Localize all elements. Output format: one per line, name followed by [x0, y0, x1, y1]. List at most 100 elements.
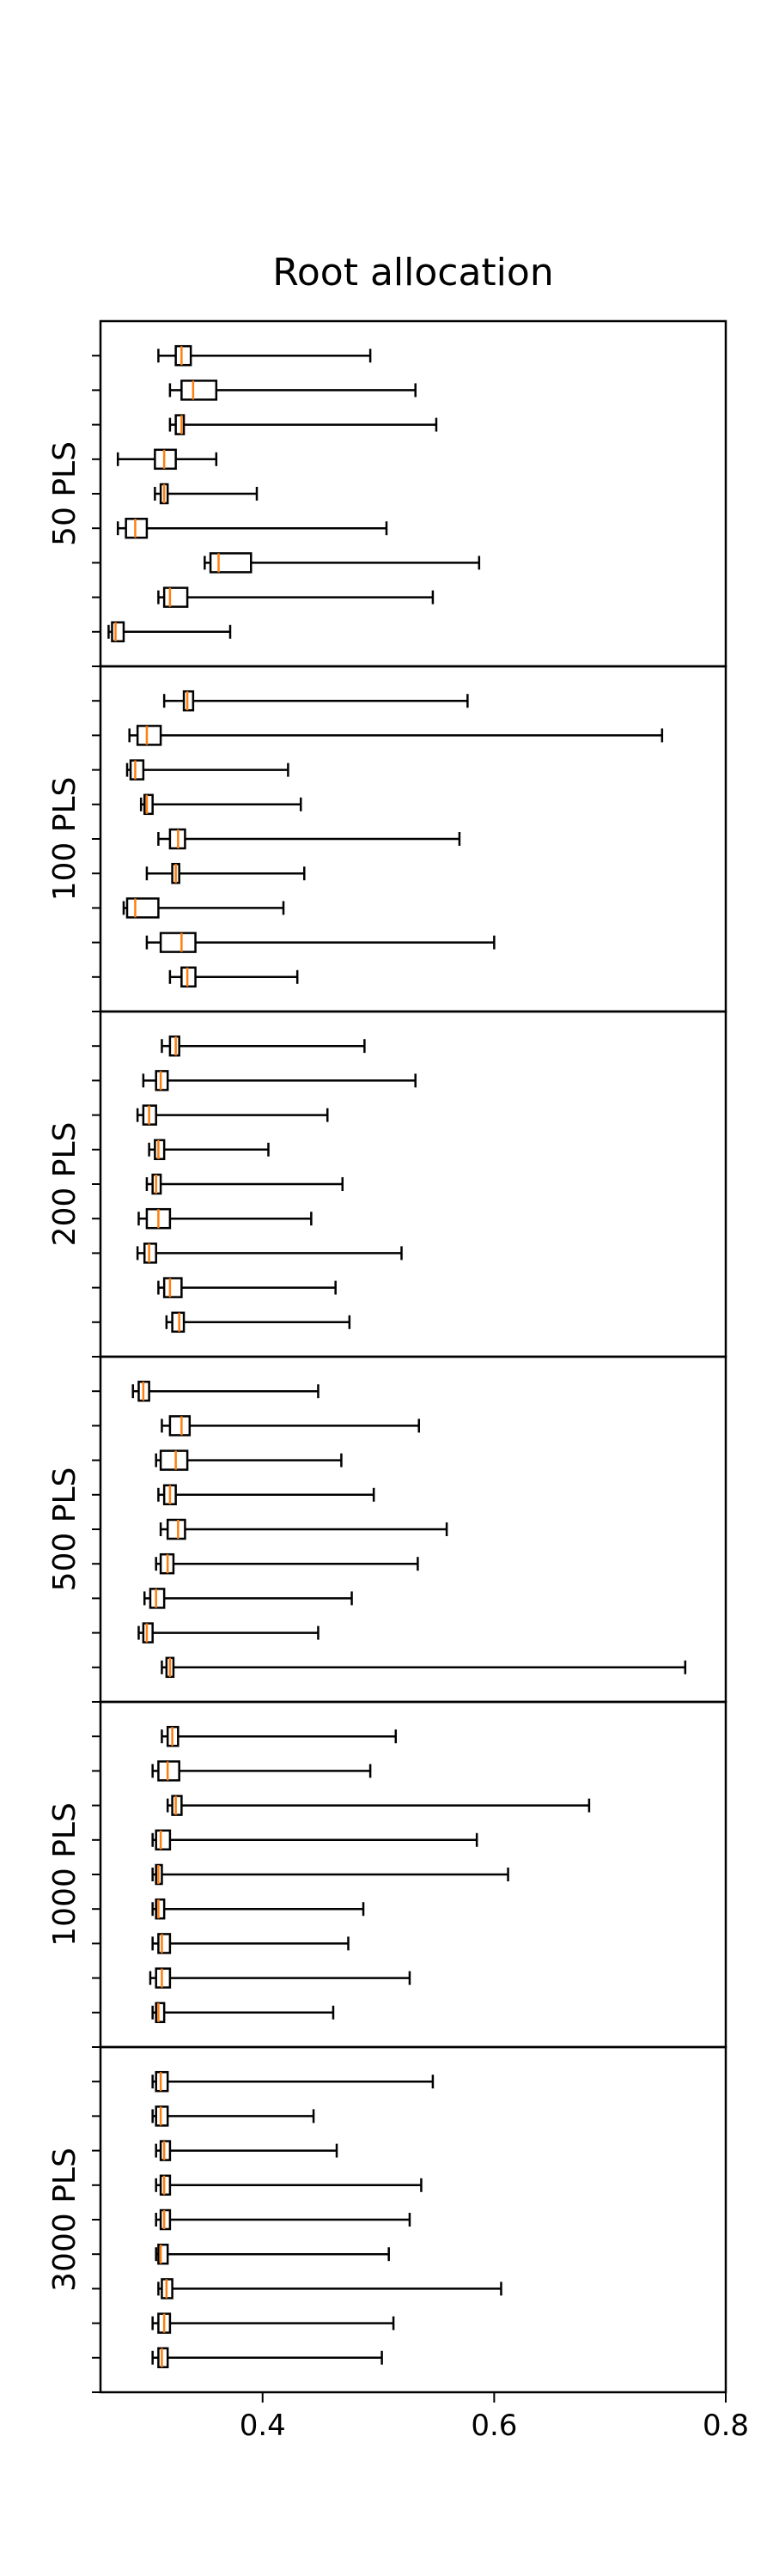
panel-label: 1000 PLS: [47, 1802, 82, 1947]
iqr-box: [155, 2105, 169, 2127]
iqr-box: [159, 1449, 189, 1471]
iqr-box: [157, 1933, 172, 1954]
panel-label: 100 PLS: [47, 777, 82, 902]
x-tick-label: 0.8: [703, 2409, 749, 2443]
iqr-box: [155, 2070, 169, 2093]
box-1-4: [157, 828, 461, 850]
iqr-box: [154, 1139, 166, 1161]
box-0-4: [154, 483, 259, 505]
box-5-2: [155, 2140, 338, 2161]
box-2-1: [142, 1070, 417, 1091]
iqr-box: [157, 1760, 180, 1782]
box-4-8: [151, 2002, 335, 2024]
box-1-3: [139, 793, 302, 816]
iqr-box: [143, 1242, 157, 1264]
iqr-box: [143, 793, 154, 816]
x-tick-label: 0.4: [240, 2409, 286, 2443]
iqr-box: [159, 932, 197, 953]
box-3-7: [137, 1622, 320, 1643]
box-3-5: [155, 1552, 419, 1575]
box-4-2: [166, 1795, 591, 1816]
panel-0: 50 PLS: [47, 319, 727, 668]
box-4-0: [161, 1725, 398, 1747]
box-5-3: [155, 2174, 423, 2196]
box-4-5: [151, 1898, 365, 1920]
panel-3: 500 PLS: [47, 1355, 727, 1704]
panel-label: 200 PLS: [47, 1122, 82, 1247]
box-0-0: [157, 344, 372, 367]
iqr-box: [166, 1518, 186, 1540]
iqr-box: [159, 2140, 172, 2161]
box-2-6: [136, 1242, 403, 1264]
box-1-6: [122, 897, 285, 919]
iqr-box: [168, 1035, 180, 1057]
box-3-6: [143, 1588, 353, 1609]
iqr-box: [155, 1898, 166, 1920]
iqr-box: [182, 690, 195, 712]
iqr-box: [159, 2208, 172, 2231]
panels-layer: 50 PLS 100 PLS 200 PLS 500 PLS 1000 PLS 3000 …: [47, 319, 727, 2394]
box-4-7: [149, 1967, 411, 1989]
panel-4: 1000 PLS: [47, 1700, 727, 2049]
panel-label: 50 PLS: [47, 441, 82, 546]
box-0-5: [116, 517, 388, 539]
x-tick-label: 0.6: [471, 2409, 517, 2443]
box-5-1: [151, 2105, 315, 2127]
iqr-box: [136, 725, 162, 746]
box-5-8: [151, 2347, 383, 2369]
x-axis: 0.4 0.6 0.8: [240, 2392, 749, 2443]
iqr-box: [162, 586, 189, 608]
panel-5: 3000 PLS: [47, 2045, 727, 2394]
box-5-4: [155, 2208, 411, 2231]
iqr-box: [129, 759, 145, 781]
box-1-8: [168, 966, 299, 988]
panel-label: 500 PLS: [47, 1467, 82, 1592]
box-1-0: [162, 690, 469, 712]
box-5-0: [151, 2070, 435, 2093]
box-4-1: [151, 1760, 372, 1782]
box-2-4: [145, 1173, 344, 1195]
box-0-8: [107, 621, 232, 643]
box-0-6: [204, 552, 481, 574]
iqr-box: [125, 897, 160, 919]
box-5-7: [151, 2312, 395, 2334]
box-3-8: [161, 1656, 687, 1679]
panel-1: 100 PLS: [47, 665, 727, 1013]
iqr-box: [180, 966, 197, 988]
box-3-1: [161, 1415, 420, 1437]
iqr-box: [209, 552, 253, 574]
box-2-3: [148, 1139, 270, 1161]
iqr-box: [111, 621, 125, 643]
iqr-box: [149, 1588, 166, 1609]
panel-2: 200 PLS: [47, 1010, 727, 1358]
box-0-1: [168, 380, 417, 401]
iqr-box: [142, 1622, 154, 1643]
box-2-8: [165, 1311, 351, 1334]
box-2-0: [161, 1035, 366, 1057]
box-5-5: [155, 2243, 390, 2265]
chart-title: Root allocation: [272, 251, 553, 295]
box-1-1: [128, 725, 664, 746]
iqr-box: [180, 380, 218, 401]
box-0-7: [157, 586, 435, 608]
iqr-box: [171, 1795, 183, 1816]
box-3-2: [155, 1449, 343, 1471]
iqr-box: [154, 448, 177, 471]
box-4-4: [151, 1863, 509, 1886]
iqr-box: [155, 1967, 172, 1989]
iqr-box: [159, 2174, 172, 2196]
iqr-box: [168, 1415, 192, 1437]
iqr-box: [155, 1070, 169, 1091]
panel-label: 3000 PLS: [47, 2148, 82, 2292]
iqr-box: [174, 414, 186, 435]
box-1-2: [125, 759, 289, 781]
box-0-3: [116, 448, 218, 471]
iqr-box: [171, 1311, 186, 1334]
iqr-box: [125, 517, 149, 539]
iqr-box: [155, 1829, 172, 1851]
iqr-box: [155, 2002, 166, 2024]
box-5-6: [157, 2278, 502, 2300]
box-3-3: [157, 1484, 375, 1506]
box-2-7: [157, 1277, 337, 1298]
